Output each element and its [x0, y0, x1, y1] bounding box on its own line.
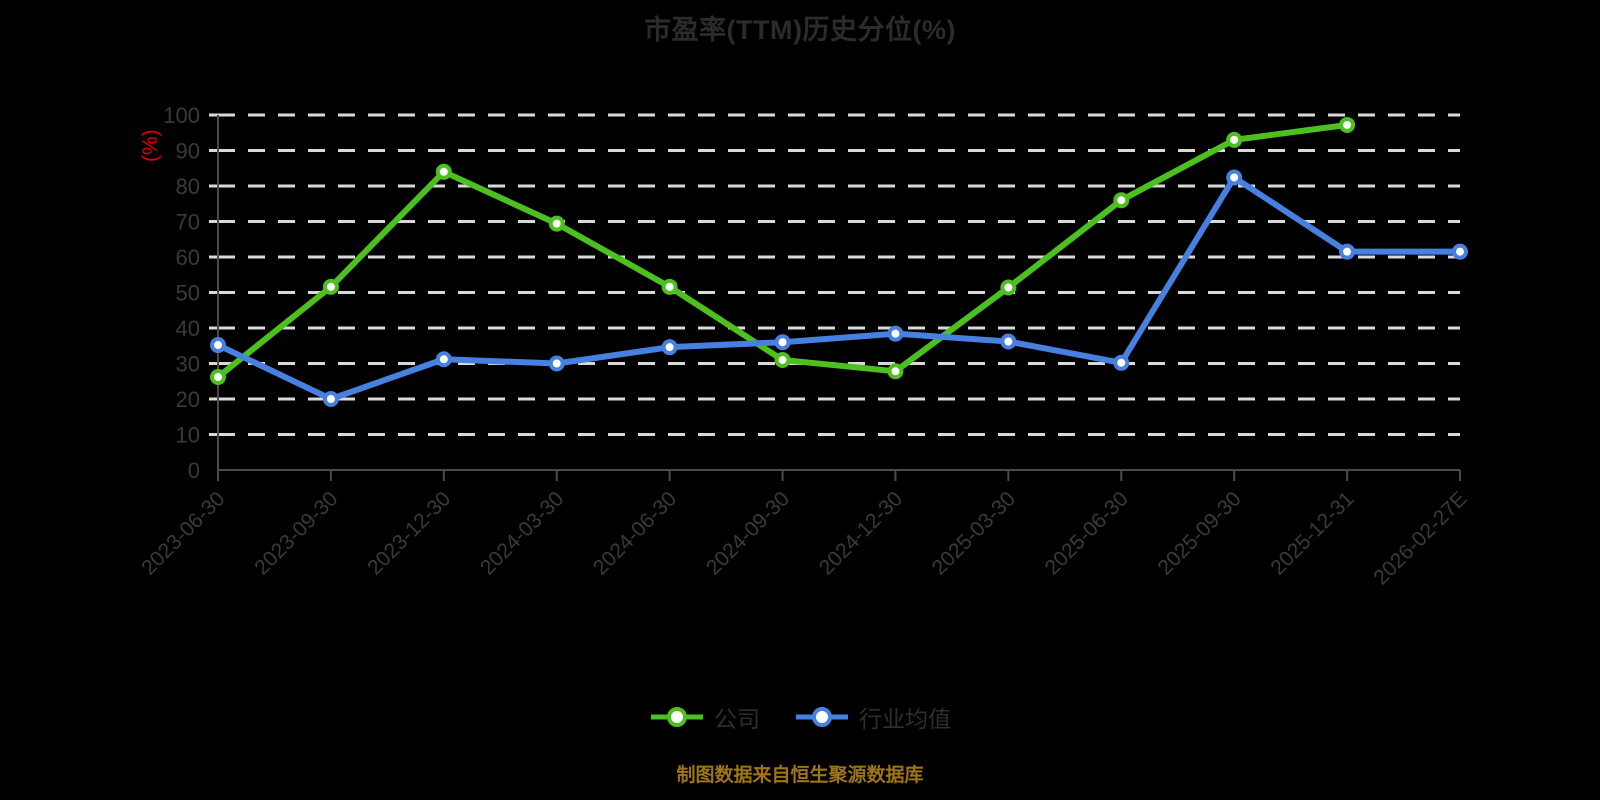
y-axis-tick-label: 60: [176, 245, 200, 270]
legend-marker-icon: [651, 707, 703, 727]
footer-note: 制图数据来自恒生聚源数据库: [676, 765, 924, 786]
data-point-marker: [887, 325, 904, 342]
y-axis-tick-label: 10: [176, 423, 200, 448]
y-axis-tick-label: 50: [176, 281, 200, 306]
y-axis-tick-label: 0: [188, 458, 200, 483]
x-axis-tick-label: 2023-06-30: [137, 487, 229, 579]
x-axis-tick-label: 2024-09-30: [702, 487, 794, 579]
legend-item[interactable]: 行业均值: [794, 700, 951, 734]
legend-marker-icon: [796, 707, 848, 727]
data-point-marker: [1226, 169, 1243, 186]
data-point-marker: [322, 278, 339, 295]
data-point-marker: [322, 391, 339, 407]
y-axis-tick-label: 80: [176, 174, 200, 199]
data-point-marker: [1339, 116, 1356, 133]
data-point-marker: [435, 163, 452, 180]
data-point-marker: [210, 368, 226, 385]
data-point-marker: [774, 351, 791, 368]
y-axis-tick-label: 40: [176, 316, 200, 341]
data-point-marker: [1113, 354, 1130, 371]
y-axis-tick-label: 100: [163, 103, 200, 128]
data-point-marker: [548, 215, 565, 232]
data-point-marker: [1000, 333, 1017, 350]
legend-item-label: 公司: [714, 706, 760, 732]
data-point-marker: [1452, 243, 1468, 260]
x-axis-tick-label: 2024-03-30: [476, 487, 568, 579]
y-axis-tick-label: 70: [176, 210, 200, 235]
chart-legend: 公司 行业均值: [0, 700, 1600, 734]
data-point-marker: [435, 351, 452, 368]
data-point-marker: [210, 337, 226, 354]
y-axis-tick-label: 30: [176, 352, 200, 377]
legend-item[interactable]: 公司: [649, 700, 760, 734]
data-point-marker: [774, 334, 791, 351]
y-axis-tick-label: 20: [176, 387, 200, 412]
data-point-marker: [1339, 243, 1356, 260]
data-point-marker: [661, 339, 678, 356]
x-axis-tick-label: 2025-12-31: [1266, 487, 1358, 579]
data-point-marker: [548, 355, 565, 372]
y-axis-unit-label: (%): [139, 129, 162, 162]
x-axis-tick-label: 2025-03-30: [928, 487, 1020, 579]
series-line: [215, 174, 1463, 402]
x-axis-tick-label: 2024-06-30: [589, 487, 681, 579]
legend-item-label: 行业均值: [859, 706, 951, 732]
x-axis-tick-label: 2023-12-30: [363, 487, 455, 579]
data-point-marker: [887, 363, 904, 380]
data-point-marker: [1226, 131, 1243, 148]
x-axis-tick-label: 2025-09-30: [1153, 487, 1245, 579]
y-axis-tick-label: 90: [176, 139, 200, 164]
x-axis-tick-label: 2026-02-27E: [1369, 487, 1471, 589]
x-axis-tick-label: 2024-12-30: [815, 487, 907, 579]
data-point-marker: [1000, 279, 1017, 296]
x-axis-tick-label: 2025-06-30: [1041, 487, 1133, 579]
data-point-marker: [1113, 192, 1130, 209]
page-title: 市盈率(TTM)历史分位(%): [644, 15, 956, 45]
data-point-marker: [661, 278, 678, 295]
x-axis-tick-label: 2023-09-30: [250, 487, 342, 579]
